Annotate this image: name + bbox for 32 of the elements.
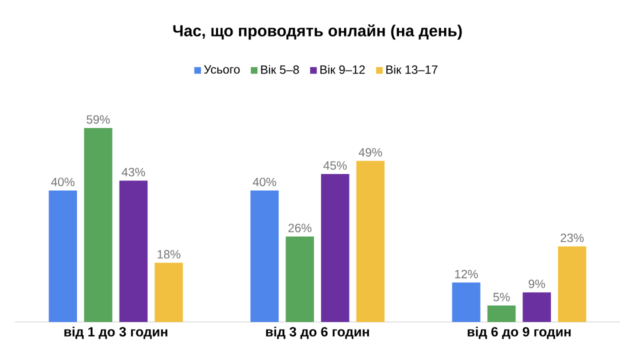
bar: [154, 262, 183, 322]
data-label: 26%: [288, 224, 312, 232]
bar: [487, 306, 516, 322]
bar: [48, 190, 78, 322]
bar: [356, 160, 385, 322]
chart-title: Час, що проводять онлайн (на день): [173, 24, 462, 40]
data-label: 59%: [86, 115, 110, 124]
data-label: 43%: [122, 168, 146, 176]
data-label: 5%: [493, 292, 510, 302]
legend-label: Вік 9–12: [320, 65, 365, 74]
x-tick-label: від 3 до 6 годин: [266, 326, 369, 340]
data-label: 23%: [560, 234, 584, 242]
bar: [558, 246, 586, 322]
bar: [84, 128, 112, 322]
data-label: 40%: [252, 178, 276, 186]
legend-label: Вік 13–17: [386, 65, 438, 74]
bar: [522, 292, 551, 322]
data-label: 45%: [323, 161, 347, 170]
data-label: 9%: [528, 280, 546, 288]
data-label: 12%: [455, 270, 478, 278]
legend-label: Усього: [204, 65, 240, 74]
legend-label: Вік 5–8: [261, 65, 299, 74]
bar: [119, 180, 148, 322]
bar: [286, 236, 314, 322]
bar: [250, 190, 279, 322]
bar: [452, 282, 480, 322]
x-tick-label: від 6 до 9 годин: [468, 326, 571, 340]
x-tick-label: від 1 до 3 годин: [64, 326, 168, 340]
data-label: 40%: [51, 178, 74, 186]
bar: [321, 174, 350, 322]
data-label: 18%: [158, 250, 180, 259]
data-label: 49%: [358, 148, 382, 157]
